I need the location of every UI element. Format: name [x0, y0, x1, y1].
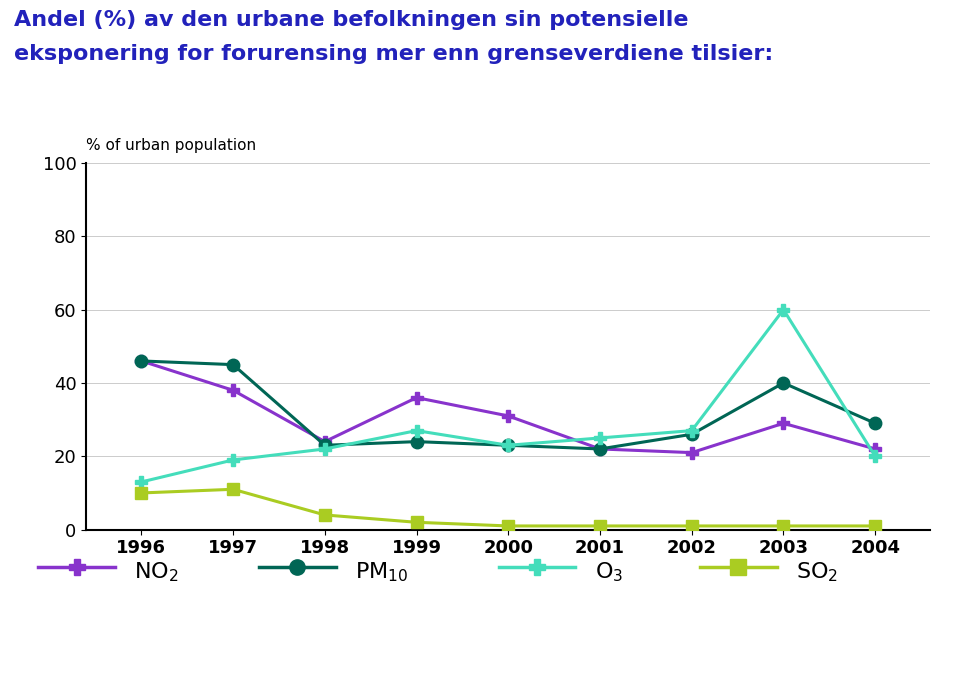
Text: Andel (%) av den urbane befolkningen sin potensielle: Andel (%) av den urbane befolkningen sin… — [14, 10, 689, 30]
Text: www.bioforsk.no: www.bioforsk.no — [827, 633, 930, 646]
Text: NO$_2$: NO$_2$ — [134, 560, 179, 584]
Text: % of urban population: % of urban population — [86, 138, 256, 153]
Text: eksponering for forurensing mer enn grenseverdiene tilsier:: eksponering for forurensing mer enn gren… — [14, 44, 774, 64]
Text: SO$_2$: SO$_2$ — [796, 560, 838, 584]
Text: EEA Report No 2/2007 Air pollution in Europe 1990–2004, 28: EEA Report No 2/2007 Air pollution in Eu… — [593, 662, 930, 672]
Text: PM$_{10}$: PM$_{10}$ — [355, 560, 409, 584]
Text: O$_3$: O$_3$ — [595, 560, 622, 584]
